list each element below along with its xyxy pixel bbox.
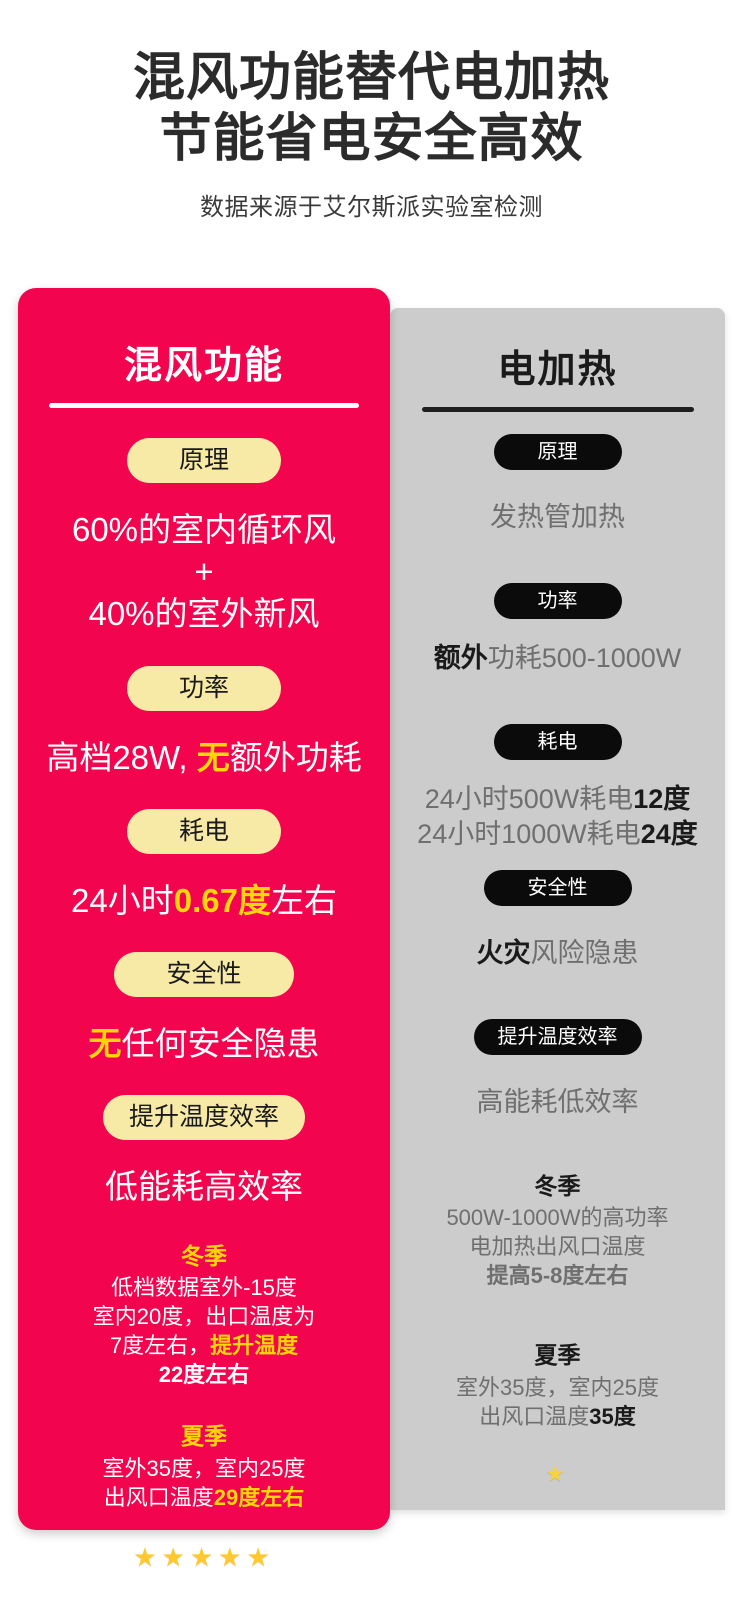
right-consumption-line-2-prefix: 24小时1000W耗电 <box>417 819 641 850</box>
left-power-section: 功率 <box>18 665 390 711</box>
left-principle-line-1: 60%的室内循环风 <box>71 511 337 548</box>
right-power-text: 额外功耗500-1000W <box>390 641 725 676</box>
right-principle-text: 发热管加热 <box>490 502 625 532</box>
left-winter-line-3: 7度左右，提升温度 <box>18 1331 390 1360</box>
right-power-suffix: 功耗500-1000W <box>487 643 682 674</box>
right-winter-line-3: 提高5-8度左右 <box>486 1263 629 1289</box>
right-summer-season: 夏季 <box>534 1342 581 1369</box>
right-winter-line-2: 电加热出风口温度 <box>469 1234 646 1260</box>
left-badge-safety: 安全性 <box>114 952 294 998</box>
left-efficiency-section: 提升温度效率 <box>18 1095 390 1141</box>
page-title-line-1: 混风功能替代电加热 <box>132 49 610 107</box>
right-summer-line-2-highlight: 35度 <box>589 1403 636 1429</box>
left-summer-line-1: 室外35度，室内25度 <box>102 1455 306 1481</box>
left-summer-season: 夏季 <box>181 1423 227 1450</box>
left-power-text: 高档28W, 无额外功耗 <box>18 737 390 779</box>
left-badge-principle: 原理 <box>126 438 281 483</box>
right-rating-stars: ★ <box>545 1460 570 1486</box>
left-winter-line-3-prefix: 7度左右， <box>109 1333 211 1359</box>
left-summer-line-2-highlight: 29度左右 <box>213 1484 305 1510</box>
left-consumption-text: 24小时0.67度左右 <box>18 880 390 922</box>
right-consumption-line-2: 24小时1000W耗电24度 <box>390 817 725 852</box>
right-consumption-line-1-highlight: 12度 <box>633 784 691 815</box>
page-title-line-2: 节能省电安全高效 <box>159 110 584 169</box>
right-summer-line-1: 室外35度，室内25度 <box>456 1374 659 1400</box>
left-winter-line-3-highlight: 提升温度 <box>210 1333 299 1359</box>
left-summer-line-2: 出风口温度29度左右 <box>18 1483 390 1512</box>
left-safety-highlight: 无 <box>88 1025 122 1063</box>
left-power-highlight: 无 <box>196 738 230 776</box>
right-safety-suffix: 风险隐患 <box>530 938 639 969</box>
left-principle-section: 原理 <box>18 438 390 483</box>
left-badge-power: 功率 <box>126 665 281 711</box>
right-safety-text: 火灾风险隐患 <box>390 936 725 971</box>
right-badge-consumption: 耗电 <box>493 724 622 761</box>
right-panel-divider <box>421 407 694 412</box>
right-badge-efficiency: 提升温度效率 <box>473 1019 642 1056</box>
right-badge-safety: 安全性 <box>483 870 632 907</box>
left-principle-text: 60%的室内循环风 + 40%的室外新风 <box>18 509 390 636</box>
left-consumption-prefix: 24小时 <box>71 881 174 919</box>
left-winter-line-4: 22度左右 <box>158 1362 250 1388</box>
left-principle-line-2: + <box>194 553 214 591</box>
left-safety-section: 安全性 <box>18 952 390 998</box>
left-badge-consumption: 耗电 <box>126 808 281 854</box>
left-consumption-section: 耗电 <box>18 808 390 854</box>
right-power-section: 功率 <box>390 583 725 620</box>
right-summer-line-2-prefix: 出风口温度 <box>479 1403 590 1429</box>
left-summer-line-2-prefix: 出风口温度 <box>103 1484 214 1510</box>
left-badge-efficiency: 提升温度效率 <box>102 1095 305 1141</box>
page-subtitle: 数据来源于艾尔斯派实验室检测 <box>200 193 543 221</box>
right-principle-section: 原理 <box>390 434 725 470</box>
comparison-card-electric-heating: 电加热 原理 发热管加热 功率 额外功耗500-1000W 耗电 24小时500… <box>390 308 725 1510</box>
left-winter-line-2: 室内20度，出口温度为 <box>92 1304 316 1330</box>
comparison-card-mixed-air: 混风功能 原理 60%的室内循环风 + 40%的室外新风 功率 高档28W, 无… <box>18 288 390 1572</box>
left-winter-line-1: 低档数据室外-15度 <box>111 1275 297 1301</box>
left-consumption-suffix: 左右 <box>270 881 337 919</box>
page-header: 混风功能替代电加热 节能省电安全高效 数据来源于艾尔斯派实验室检测 <box>0 0 743 222</box>
right-panel-title: 电加热 <box>497 349 618 391</box>
left-winter-block: 冬季 低档数据室外-15度 室内20度，出口温度为 7度左右，提升温度 22度左… <box>18 1239 390 1390</box>
right-consumption-section: 耗电 <box>390 724 725 761</box>
right-efficiency-text: 高能耗低效率 <box>476 1087 639 1118</box>
left-power-suffix: 额外功耗 <box>229 738 362 776</box>
left-power-prefix: 高档28W, <box>46 738 197 776</box>
right-summer-block: 夏季 室外35度，室内25度 出风口温度35度 <box>390 1338 725 1431</box>
right-winter-block: 冬季 500W-1000W的高功率 电加热出风口温度 提高5-8度左右 <box>390 1169 725 1291</box>
right-winter-line-1: 500W-1000W的高功率 <box>446 1205 669 1231</box>
right-safety-section: 安全性 <box>390 870 725 907</box>
right-badge-power: 功率 <box>493 583 622 620</box>
left-panel-title: 混风功能 <box>123 345 284 387</box>
right-safety-highlight: 火灾 <box>476 938 531 969</box>
right-consumption-text: 24小时500W耗电12度 24小时1000W耗电24度 <box>390 782 725 852</box>
left-winter-season: 冬季 <box>181 1242 227 1269</box>
right-badge-principle: 原理 <box>493 434 622 470</box>
right-winter-season: 冬季 <box>534 1172 581 1199</box>
right-consumption-line-1-prefix: 24小时500W耗电 <box>424 784 634 815</box>
left-panel-divider <box>49 403 359 408</box>
right-summer-line-2: 出风口温度35度 <box>390 1402 725 1431</box>
right-efficiency-section: 提升温度效率 <box>390 1019 725 1056</box>
left-safety-suffix: 任何安全隐患 <box>121 1025 320 1063</box>
left-summer-block: 夏季 室外35度，室内25度 出风口温度29度左右 <box>18 1419 390 1512</box>
left-rating-stars: ★★★★★ <box>133 1541 275 1572</box>
right-consumption-line-1: 24小时500W耗电12度 <box>390 782 725 817</box>
left-efficiency-text: 低能耗高效率 <box>105 1168 303 1206</box>
right-power-highlight: 额外 <box>433 643 488 674</box>
right-consumption-line-2-highlight: 24度 <box>640 819 698 850</box>
left-principle-line-3: 40%的室外新风 <box>88 595 320 633</box>
left-consumption-highlight: 0.67度 <box>173 881 271 919</box>
left-safety-text: 无任何安全隐患 <box>18 1023 390 1065</box>
